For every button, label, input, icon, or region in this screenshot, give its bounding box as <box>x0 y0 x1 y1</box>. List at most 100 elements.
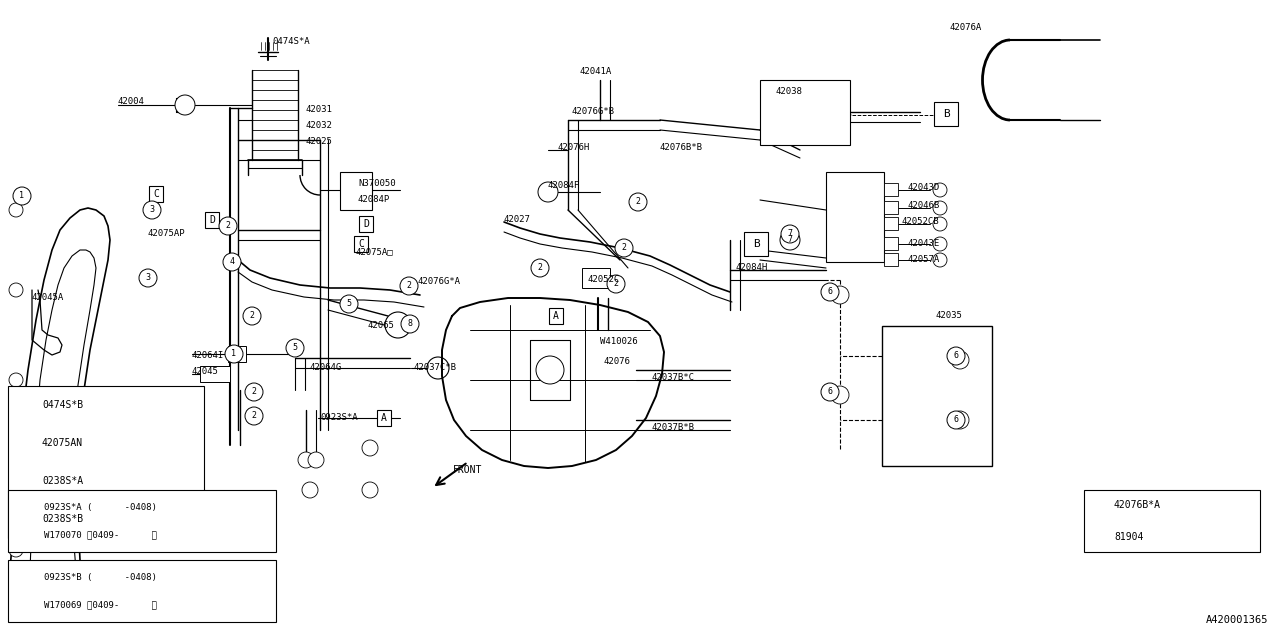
Circle shape <box>401 315 419 333</box>
Circle shape <box>933 183 947 197</box>
Text: 2: 2 <box>250 312 255 321</box>
Text: 42045A: 42045A <box>32 294 64 303</box>
Bar <box>353 236 369 252</box>
Circle shape <box>780 230 800 250</box>
Bar <box>744 232 768 256</box>
Text: D: D <box>364 219 369 229</box>
Text: 42064G: 42064G <box>310 364 342 372</box>
Text: 0238S*B: 0238S*B <box>42 514 83 524</box>
Text: 3: 3 <box>146 273 151 282</box>
Circle shape <box>308 452 324 468</box>
Bar <box>884 201 899 214</box>
Circle shape <box>340 295 358 313</box>
Text: B: B <box>753 239 759 249</box>
Text: FRONT: FRONT <box>453 465 483 475</box>
Text: 2: 2 <box>613 280 618 289</box>
Bar <box>582 268 611 288</box>
Circle shape <box>820 283 838 301</box>
Text: 42045: 42045 <box>192 367 219 376</box>
Text: 42076: 42076 <box>604 358 631 367</box>
Circle shape <box>298 452 314 468</box>
Bar <box>200 366 230 382</box>
Text: 42076G*A: 42076G*A <box>419 278 461 287</box>
Circle shape <box>18 473 35 489</box>
Text: 2: 2 <box>23 516 28 525</box>
Text: 42076H: 42076H <box>558 143 590 152</box>
Text: 2: 2 <box>407 282 411 291</box>
Text: 0238S*A: 0238S*A <box>42 476 83 486</box>
Text: W170069 〈0409-      〉: W170069 〈0409- 〉 <box>44 600 157 609</box>
Circle shape <box>933 217 947 231</box>
Text: 42084H: 42084H <box>736 264 768 273</box>
Text: 42037B*C: 42037B*C <box>652 374 695 383</box>
Circle shape <box>9 543 23 557</box>
Text: 42084F: 42084F <box>548 182 580 191</box>
Bar <box>760 80 850 145</box>
Circle shape <box>933 237 947 251</box>
Text: 42064I: 42064I <box>192 351 224 360</box>
Text: 42043E: 42043E <box>908 239 941 248</box>
Text: 42031: 42031 <box>305 106 332 115</box>
Circle shape <box>362 482 378 498</box>
Text: 0474S*B: 0474S*B <box>42 400 83 410</box>
Bar <box>1084 490 1260 552</box>
Text: 42043D: 42043D <box>908 184 941 193</box>
Text: 6: 6 <box>827 287 832 296</box>
Text: 42057A: 42057A <box>908 255 941 264</box>
Text: 3: 3 <box>150 205 155 214</box>
Circle shape <box>628 193 646 211</box>
Circle shape <box>951 411 969 429</box>
Circle shape <box>140 269 157 287</box>
Circle shape <box>225 345 243 363</box>
Circle shape <box>13 187 31 205</box>
Bar <box>884 217 899 230</box>
Circle shape <box>219 217 237 235</box>
Text: A: A <box>553 311 559 321</box>
Circle shape <box>9 463 23 477</box>
Circle shape <box>831 286 849 304</box>
Circle shape <box>244 407 262 425</box>
Text: 7: 7 <box>787 236 792 244</box>
Circle shape <box>781 225 799 243</box>
Bar <box>934 102 957 126</box>
Text: 0474S*A: 0474S*A <box>273 38 310 47</box>
Circle shape <box>531 259 549 277</box>
Text: 2: 2 <box>251 412 256 420</box>
Text: 42052C: 42052C <box>588 275 621 285</box>
Bar <box>884 237 899 250</box>
Text: 1: 1 <box>232 349 237 358</box>
Text: 2: 2 <box>225 221 230 230</box>
Circle shape <box>175 95 195 115</box>
Text: C: C <box>358 239 364 249</box>
Text: 42075AN: 42075AN <box>42 438 83 448</box>
Bar <box>8 490 276 552</box>
Circle shape <box>951 351 969 369</box>
Bar <box>882 326 992 466</box>
Text: B: B <box>942 109 950 119</box>
Circle shape <box>244 383 262 401</box>
Bar <box>884 253 899 266</box>
Text: 6: 6 <box>954 415 959 424</box>
Circle shape <box>18 435 35 451</box>
Circle shape <box>933 253 947 267</box>
Text: 42052CB: 42052CB <box>902 218 940 227</box>
Text: 42037C*B: 42037C*B <box>413 364 457 372</box>
Text: 42075AP: 42075AP <box>148 230 186 239</box>
Text: 42032: 42032 <box>305 122 332 131</box>
Bar <box>8 560 276 622</box>
Circle shape <box>9 283 23 297</box>
Text: 6: 6 <box>954 351 959 360</box>
Text: 42046B: 42046B <box>908 202 941 211</box>
Text: 42076A: 42076A <box>950 24 982 33</box>
Bar <box>549 308 563 324</box>
Text: 8: 8 <box>1097 532 1102 541</box>
Text: 42035: 42035 <box>936 312 963 321</box>
Text: 5: 5 <box>347 300 352 308</box>
Circle shape <box>1091 529 1107 545</box>
Text: 0923S*A: 0923S*A <box>320 413 357 422</box>
Bar <box>826 172 884 262</box>
Bar <box>228 346 246 362</box>
Circle shape <box>947 347 965 365</box>
Text: 4: 4 <box>23 438 28 447</box>
Text: 2: 2 <box>635 198 640 207</box>
